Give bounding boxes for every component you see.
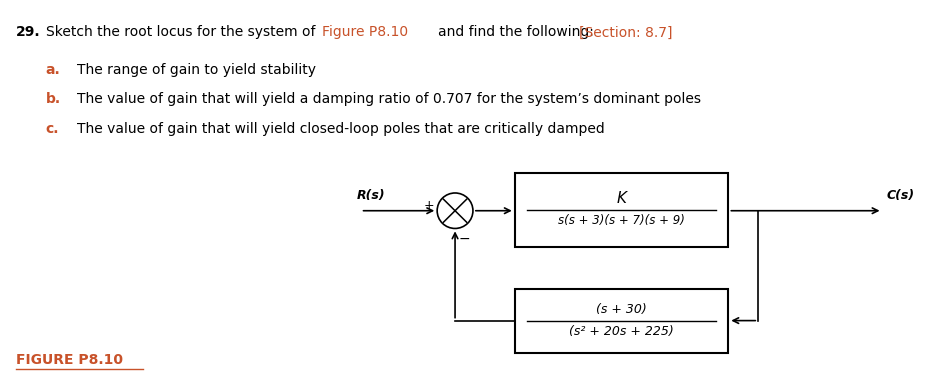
Text: R(s): R(s)	[357, 189, 386, 202]
Text: (s + 30): (s + 30)	[596, 303, 647, 316]
FancyBboxPatch shape	[514, 173, 729, 247]
Text: b.: b.	[45, 92, 60, 106]
Text: FIGURE P8.10: FIGURE P8.10	[16, 354, 122, 367]
Text: (s² + 20s + 225): (s² + 20s + 225)	[569, 324, 674, 337]
Text: K: K	[616, 191, 627, 206]
Text: The value of gain that will yield closed-loop poles that are critically damped: The value of gain that will yield closed…	[77, 122, 605, 136]
Text: [Section: 8.7]: [Section: 8.7]	[579, 25, 673, 39]
Text: and find the following:: and find the following:	[438, 25, 594, 39]
Text: c.: c.	[45, 122, 59, 136]
Text: The range of gain to yield stability: The range of gain to yield stability	[77, 63, 316, 77]
Text: +: +	[424, 199, 434, 212]
Text: −: −	[458, 231, 470, 246]
Text: 29.: 29.	[16, 25, 41, 39]
Text: s(s + 3)(s + 7)(s + 9): s(s + 3)(s + 7)(s + 9)	[558, 214, 685, 227]
Text: a.: a.	[45, 63, 60, 77]
Text: C(s): C(s)	[886, 189, 915, 202]
Text: Sketch the root locus for the system of: Sketch the root locus for the system of	[45, 25, 315, 39]
Text: Figure P8.10: Figure P8.10	[322, 25, 408, 39]
FancyBboxPatch shape	[514, 288, 729, 353]
Text: The value of gain that will yield a damping ratio of 0.707 for the system’s domi: The value of gain that will yield a damp…	[77, 92, 702, 106]
